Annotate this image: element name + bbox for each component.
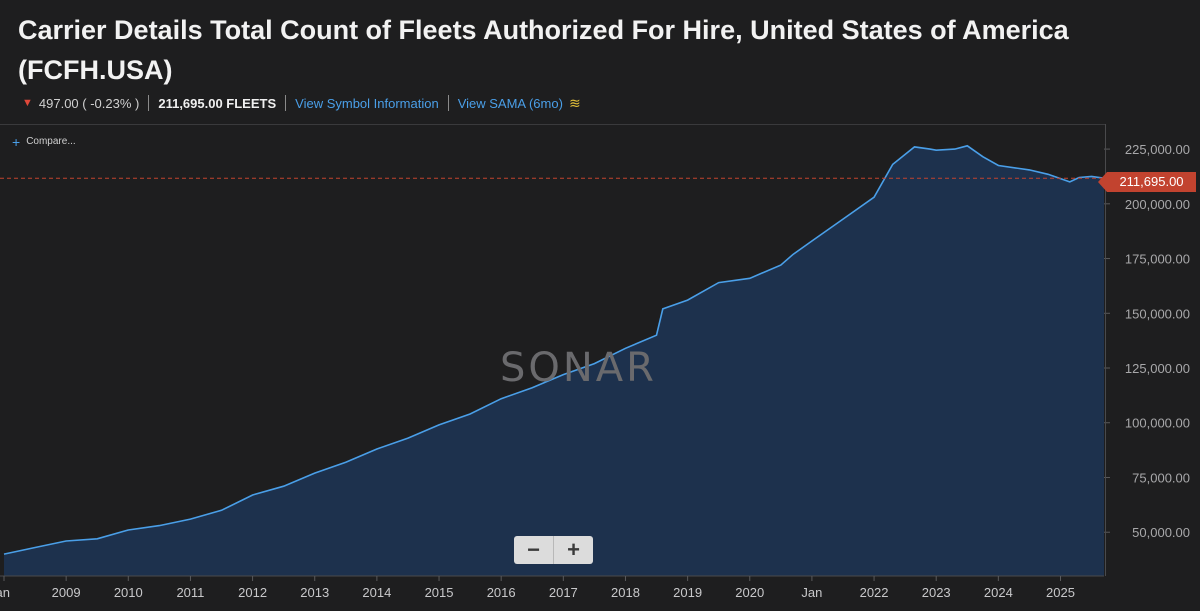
y-tick-label: 75,000.00 <box>1132 470 1190 485</box>
y-tick-label: 100,000.00 <box>1125 416 1190 431</box>
x-tick-label: 2012 <box>238 585 267 600</box>
y-tick-label: 200,000.00 <box>1125 197 1190 212</box>
divider <box>447 95 449 111</box>
plus-icon: + <box>12 133 21 150</box>
x-tick-label: 2015 <box>425 585 454 600</box>
current-price-tag: 211,695.00 <box>1098 172 1196 192</box>
y-tick-label: 225,000.00 <box>1125 142 1190 157</box>
divider <box>285 95 287 111</box>
y-tick-label: 125,000.00 <box>1125 361 1190 376</box>
zoom-out-button[interactable]: − <box>527 537 540 562</box>
series-line <box>3 144 1105 555</box>
x-tick-label: Jan <box>0 585 10 600</box>
x-tick-label: 2022 <box>860 585 889 600</box>
x-tick-label: 2011 <box>176 585 204 600</box>
x-tick-label: 2023 <box>922 585 951 600</box>
quote-bar: ▼ 497.00 ( -0.23% ) 211,695.00 FLEETS Vi… <box>22 94 581 112</box>
compare-button[interactable]: + Compare... <box>12 133 76 150</box>
divider <box>148 95 150 111</box>
y-axis-line <box>1105 124 1106 576</box>
y-tick-label: 50,000.00 <box>1132 525 1190 540</box>
x-tick-label: 2018 <box>611 585 640 600</box>
down-arrow-icon: ▼ <box>22 97 33 109</box>
page-title: Carrier Details Total Count of Fleets Au… <box>18 15 1069 85</box>
current-value: 211,695.00 FLEETS <box>158 95 277 111</box>
x-tick-label: 2010 <box>114 585 143 600</box>
x-tick-label: 2020 <box>735 585 764 600</box>
y-tick-label: 150,000.00 <box>1125 306 1190 321</box>
x-tick-label: 2017 <box>549 585 578 600</box>
view-symbol-info-link[interactable]: View Symbol Information <box>295 95 439 111</box>
x-tick-label: 2009 <box>52 585 81 600</box>
x-tick-label: 2014 <box>362 585 391 600</box>
change-value: 497.00 ( -0.23% ) <box>38 95 140 111</box>
zoom-controls: − + <box>514 536 593 564</box>
sama-wave-icon[interactable]: ≋ <box>568 94 581 111</box>
x-tick-label: 2016 <box>487 585 516 600</box>
x-tick-label: Jan <box>801 585 822 600</box>
x-tick-label: 2024 <box>984 585 1013 600</box>
y-tick-label: 175,000.00 <box>1125 252 1190 267</box>
sonar-watermark: SONAR <box>500 345 657 391</box>
compare-label: Compare... <box>26 136 76 147</box>
view-sama-link[interactable]: View SAMA (6mo) <box>457 95 563 111</box>
x-tick-label: 2019 <box>673 585 702 600</box>
series-area <box>4 145 1104 577</box>
x-tick-label: 2025 <box>1046 585 1075 600</box>
price-tag-pointer <box>1098 172 1107 192</box>
zoom-in-button[interactable]: + <box>553 536 593 564</box>
current-price-label: 211,695.00 <box>1107 172 1196 192</box>
plot-area[interactable] <box>0 124 1105 577</box>
x-tick-label: 2013 <box>300 585 329 600</box>
